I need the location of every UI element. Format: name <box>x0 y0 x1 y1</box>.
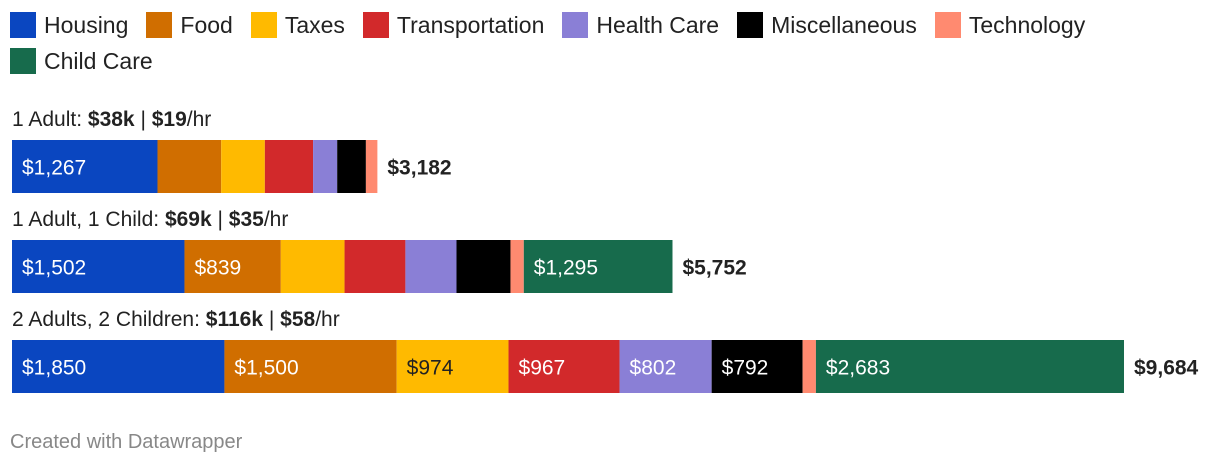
legend-label-housing: Housing <box>44 11 129 38</box>
legend-item-child-care: Child Care <box>10 46 153 76</box>
segment-label-food-row-3: $1,500 <box>234 357 298 380</box>
bar-segment-food-row-1 <box>157 140 222 193</box>
segment-label-food-row-2: $839 <box>194 257 241 280</box>
bar-segment-transportation-row-3 <box>508 340 620 393</box>
legend-label-food: Food <box>180 11 233 38</box>
bar-segment-taxes-row-2 <box>280 240 345 293</box>
legend-item-food: Food <box>146 10 233 40</box>
bar-segment-child-care-row-2 <box>523 240 673 293</box>
bar-segment-technology-row-1 <box>365 140 378 193</box>
bar-segment-transportation-row-1 <box>264 140 314 193</box>
segment-label-taxes-row-3: $974 <box>407 357 454 380</box>
bar-segment-technology-row-2 <box>510 240 524 293</box>
bar-segment-miscellaneous-row-2 <box>456 240 511 293</box>
segment-label-housing-row-2: $1,502 <box>22 257 86 280</box>
bar-segment-miscellaneous-row-1 <box>337 140 366 193</box>
total-label-row-2: $5,752 <box>682 257 746 280</box>
legend-label-miscellaneous: Miscellaneous <box>771 11 917 38</box>
bar-segment-housing-row-2 <box>12 240 185 293</box>
legend-item-housing: Housing <box>10 10 128 40</box>
row-title-3: 2 Adults, 2 Children: $116k | $58/hr <box>12 308 340 331</box>
row-title-1: 1 Adult: $38k | $19/hr <box>12 108 211 131</box>
legend-item-health-care: Health Care <box>562 10 719 40</box>
bar-segment-health-care-row-3 <box>619 340 712 393</box>
legend-label-taxes: Taxes <box>284 11 345 38</box>
legend-item-transportation: Transportation <box>362 10 545 40</box>
segment-label-child-care-row-3: $2,683 <box>826 357 890 380</box>
legend-swatch-housing <box>10 12 36 38</box>
bar-segment-transportation-row-2 <box>344 240 406 293</box>
segment-label-health-care-row-3: $802 <box>630 357 677 380</box>
bar-segment-health-care-row-2 <box>405 240 457 293</box>
bar-segment-food-row-3 <box>224 340 397 393</box>
bar-segment-housing-row-1 <box>12 140 158 193</box>
bar-segment-miscellaneous-row-3 <box>711 340 803 393</box>
legend-swatch-transportation <box>362 12 389 38</box>
bar-segment-taxes-row-3 <box>396 340 509 393</box>
bar-segment-housing-row-3 <box>12 340 225 393</box>
segment-label-transportation-row-3: $967 <box>519 357 566 380</box>
total-label-row-3: $9,684 <box>1134 357 1199 380</box>
segment-label-housing-row-1: $1,267 <box>22 157 86 180</box>
segment-label-miscellaneous-row-3: $792 <box>722 357 769 380</box>
legend-item-technology: Technology <box>934 10 1086 40</box>
row-title-2: 1 Adult, 1 Child: $69k | $35/hr <box>12 208 288 231</box>
segment-label-child-care-row-2: $1,295 <box>534 257 598 280</box>
legend-swatch-food <box>146 12 173 38</box>
legend-swatch-technology <box>934 12 961 38</box>
legend-label-health-care: Health Care <box>596 11 720 38</box>
bar-segment-food-row-2 <box>184 240 281 293</box>
legend-label-child-care: Child Care <box>44 47 153 74</box>
legend-swatch-taxes <box>250 12 277 38</box>
bar-segment-child-care-row-3 <box>815 340 1124 393</box>
legend-swatch-miscellaneous <box>737 12 764 38</box>
bar-segment-taxes-row-1 <box>221 140 265 193</box>
legend-swatch-health-care <box>562 12 589 38</box>
bar-segment-technology-row-3 <box>802 340 816 393</box>
legend-swatch-child-care <box>10 48 36 74</box>
legend-label-transportation: Transportation <box>396 11 545 38</box>
total-label-row-1: $3,182 <box>387 157 451 180</box>
legend-item-miscellaneous: Miscellaneous <box>737 10 917 40</box>
legend-item-taxes: Taxes <box>250 10 345 40</box>
segment-label-housing-row-3: $1,850 <box>22 357 86 380</box>
legend: Housing Food Taxes Transportation Health Car… <box>10 10 1190 76</box>
legend-label-technology: Technology <box>968 11 1086 38</box>
datawrapper-credit: Created with Datawrapper <box>10 431 243 453</box>
bar-segment-health-care-row-1 <box>313 140 338 193</box>
